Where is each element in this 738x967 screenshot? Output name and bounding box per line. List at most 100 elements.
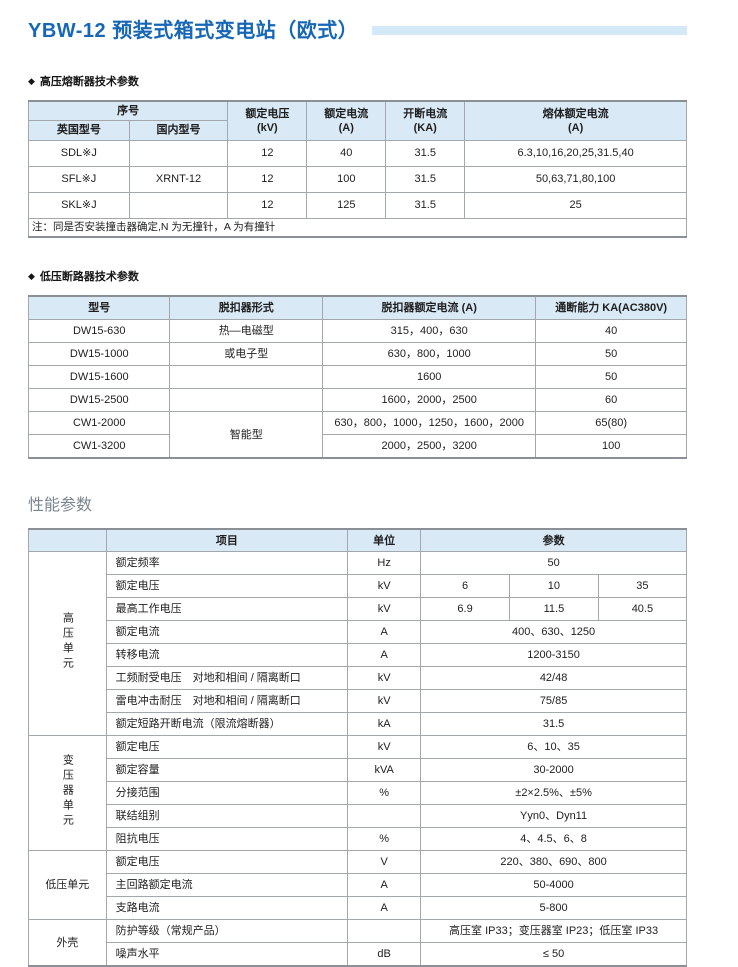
cell-trip-current: 1600 — [322, 365, 537, 390]
cell-uk-model: SDL※J — [28, 139, 130, 167]
table-row: 噪声水平 dB ≤ 50 — [29, 942, 687, 967]
table-row: 支路电流 A 5-800 — [29, 896, 687, 921]
cell-item: 阻抗电压 — [105, 827, 349, 852]
cell-param: 11.5 — [508, 597, 599, 622]
cell-unit: kV — [347, 574, 422, 599]
breaker-table-body: DW15-630 热—电磁型 315，400，630 40 DW15-1000 … — [27, 319, 687, 459]
cell-trip-type — [169, 365, 324, 390]
cell-param: 220、380、690、800 — [420, 850, 687, 875]
breaker-section-heading: ◆ 低压断路器技术参数 — [28, 268, 687, 284]
cell-model: DW15-630 — [27, 319, 171, 344]
cell-item: 雷电冲击耐压 对地和相间 / 隔离断口 — [105, 689, 349, 714]
table-row: 外壳 防护等级（常规产品） 高压室 IP33；变压器室 IP23；低压室 IP3… — [28, 919, 687, 967]
cell-trip-current: 315，400，630 — [322, 319, 537, 344]
cell-trip-type — [169, 388, 324, 413]
table-row: DW15-1000 或电子型 630，800，1000 50 — [27, 342, 687, 367]
header-line: 开断电流 — [403, 107, 448, 120]
cell-item: 额定电压 — [105, 574, 349, 599]
cell-trip-current: 630，800，1000，1250，1600，2000 — [322, 411, 537, 436]
col-header-group — [28, 528, 107, 553]
cell-uk-model: SFL※J — [28, 165, 130, 193]
cell-unit: kV — [347, 597, 422, 622]
cell-param: 31.5 — [420, 712, 687, 737]
cell-unit: kV — [347, 735, 422, 760]
cell-trip-current: 2000，2500，3200 — [322, 434, 537, 459]
cell-trip-current: 1600，2000，2500 — [322, 388, 537, 413]
breaker-section-title: 低压断路器技术参数 — [39, 271, 139, 284]
cell-cn-model: XRNT-12 — [128, 165, 229, 193]
cell-breaking-current: 31.5 — [385, 139, 466, 167]
col-header-serial: 序号 — [27, 100, 229, 122]
cell-param: 42/48 — [420, 666, 687, 691]
table-row: 联结组别 Yyn0、Dyn11 — [29, 804, 687, 829]
header-line: 额定电压 — [245, 107, 290, 120]
breaker-table-head: 型号 脱扣器形式 脱扣器额定电流 (A) 通断能力 KA(AC380V) — [27, 295, 687, 321]
header-unit: (A) — [567, 121, 584, 134]
cell-param: 高压室 IP33；变压器室 IP23；低压室 IP33 — [420, 919, 687, 944]
table-row: 低压单元 额定电压 V 220、380、690、800 — [28, 850, 687, 921]
cell-trip-type: 智能型 — [169, 411, 324, 459]
cell-capacity: 40 — [535, 319, 687, 344]
table-row: 额定电流 A 400、630、1250 — [29, 620, 687, 645]
cell-param: 10 — [508, 574, 599, 599]
col-header-trip-current: 脱扣器额定电流 (A) — [322, 295, 537, 321]
cell-unit: kA — [347, 712, 422, 737]
cell-fuse-current: 50,63,71,80,100 — [464, 165, 687, 193]
cell-rated-current: 40 — [306, 139, 387, 167]
fuse-section-heading: ◆ 高压熔断器技术参数 — [28, 73, 687, 89]
table-row: DW15-2500 1600，2000，2500 60 — [27, 388, 687, 413]
cell-unit: % — [347, 781, 422, 806]
cell-item: 分接范围 — [105, 781, 349, 806]
table-row: 雷电冲击耐压 对地和相间 / 隔离断口 kV 75/85 — [29, 689, 687, 714]
cell-unit — [347, 919, 422, 944]
cell-unit: kVA — [347, 758, 422, 783]
cell-param: 35 — [597, 574, 688, 599]
group-label-text: 变压器单元 — [61, 753, 74, 829]
cell-rated-current: 125 — [306, 191, 387, 219]
cell-item: 最高工作电压 — [105, 597, 349, 622]
performance-section-heading: 性能参数 — [28, 497, 93, 515]
header-line: 额定电流 — [324, 107, 369, 120]
cell-rated-voltage: 12 — [227, 139, 308, 167]
fuse-table-head: 序号 额定电压 (kV) 额定电流 (A) 开断电流 (KA) 熔体额定电流 (… — [27, 100, 687, 141]
cell-cn-model — [128, 139, 229, 167]
cell-param: 6.9 — [420, 597, 510, 622]
diamond-bullet-icon: ◆ — [28, 75, 35, 86]
table-row: 型号 脱扣器形式 脱扣器额定电流 (A) 通断能力 KA(AC380V) — [27, 295, 687, 321]
cell-param: ±2×2.5%、±5% — [420, 781, 687, 806]
cell-rated-current: 100 — [306, 165, 387, 193]
table-row: 序号 额定电压 (kV) 额定电流 (A) 开断电流 (KA) 熔体额定电流 (… — [27, 100, 687, 141]
page-header: YBW-12 预装式箱式变电站（欧式） — [28, 14, 687, 43]
fuse-params-table: 序号 额定电压 (kV) 额定电流 (A) 开断电流 (KA) 熔体额定电流 (… — [27, 100, 687, 239]
col-header-item: 项目 — [105, 528, 349, 553]
cell-item: 额定电压 — [105, 850, 349, 875]
col-header-param: 参数 — [420, 528, 687, 553]
group-label-text: 低压单元 — [45, 879, 90, 892]
table-row: 转移电流 A 1200-3150 — [29, 643, 687, 668]
cell-capacity: 65(80) — [535, 411, 687, 436]
cell-param: 75/85 — [420, 689, 687, 714]
cell-param: 5-800 — [420, 896, 687, 921]
table-row: 变压器单元 额定电压 kV 6、10、35 — [28, 735, 687, 852]
table-row: 高压单元 额定频率 Hz 50 — [28, 551, 687, 737]
cell-item: 转移电流 — [105, 643, 349, 668]
cell-param: 6 — [420, 574, 510, 599]
cell-model: CW1-2000 — [27, 411, 171, 436]
table-row: CW1-2000 智能型 630，800，1000，1250，1600，2000… — [27, 411, 687, 459]
table-row: 额定容量 kVA 30-2000 — [29, 758, 687, 783]
col-header-uk-model: 英国型号 — [28, 120, 130, 141]
col-header-rated-current: 额定电流 (A) — [306, 100, 387, 141]
cell-item: 额定电压 — [105, 735, 349, 760]
performance-table-body: 高压单元 额定频率 Hz 50 额定电压 kV 6 10 35 最高工作电压 k… — [28, 551, 688, 967]
table-row: 注：同是否安装撞击器确定,N 为无撞针，A 为有撞针 — [28, 217, 687, 238]
col-header-breaking-current: 开断电流 (KA) — [385, 100, 466, 141]
cell-param: 30-2000 — [420, 758, 687, 783]
cell-unit: kV — [347, 689, 422, 714]
table-row: 最高工作电压 kV 6.9 11.5 40.5 — [29, 597, 688, 622]
page-title: YBW-12 预装式箱式变电站（欧式） — [28, 20, 359, 42]
table-row: 额定短路开断电流（限流熔断器） kA 31.5 — [29, 712, 687, 737]
performance-table-head: 项目 单位 参数 — [28, 528, 687, 553]
cell-capacity: 60 — [535, 388, 687, 413]
header-unit: (KA) — [413, 121, 437, 134]
col-header-model: 型号 — [27, 295, 171, 321]
